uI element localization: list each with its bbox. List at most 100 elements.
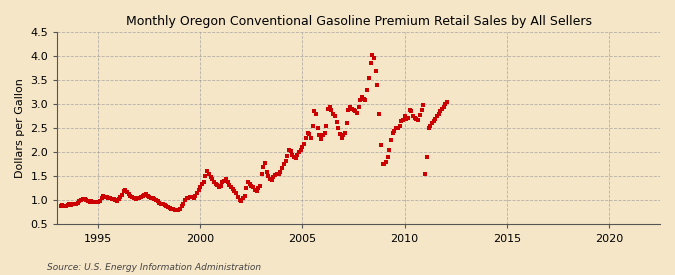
Point	[92, 200, 103, 205]
Point	[433, 112, 444, 116]
Point	[396, 119, 406, 123]
Point	[135, 195, 146, 199]
Point	[363, 75, 374, 80]
Point	[215, 184, 226, 188]
Point	[180, 198, 190, 203]
Point	[331, 120, 342, 125]
Point	[353, 104, 364, 109]
Point	[268, 175, 279, 180]
Point	[384, 148, 395, 152]
Point	[292, 152, 303, 157]
Point	[175, 207, 186, 211]
Point	[186, 194, 197, 199]
Point	[265, 177, 275, 181]
Point	[425, 123, 435, 128]
Point	[59, 204, 70, 208]
Point	[346, 107, 357, 111]
Point	[340, 131, 350, 135]
Point	[385, 138, 396, 142]
Point	[329, 114, 340, 118]
Point	[62, 203, 73, 207]
Point	[125, 194, 136, 198]
Point	[288, 155, 299, 159]
Point	[207, 177, 217, 181]
Point	[101, 195, 112, 199]
Point	[231, 191, 242, 195]
Point	[300, 136, 311, 140]
Point	[91, 200, 102, 205]
Point	[348, 108, 359, 112]
Point	[214, 185, 225, 189]
Point	[278, 162, 289, 166]
Point	[250, 188, 261, 192]
Point	[399, 114, 410, 118]
Point	[219, 179, 230, 183]
Point	[57, 203, 68, 207]
Point	[183, 196, 194, 200]
Point	[111, 199, 122, 203]
Point	[82, 199, 93, 203]
Point	[124, 192, 134, 196]
Point	[241, 186, 252, 191]
Point	[68, 202, 78, 207]
Point	[151, 198, 161, 203]
Point	[244, 181, 255, 186]
Point	[290, 156, 301, 160]
Point	[196, 181, 207, 186]
Point	[413, 117, 424, 122]
Point	[238, 196, 248, 200]
Point	[149, 197, 160, 201]
Point	[232, 194, 243, 199]
Point	[420, 172, 431, 176]
Point	[221, 177, 232, 181]
Point	[408, 114, 418, 118]
Point	[122, 189, 132, 194]
Point	[227, 187, 238, 191]
Point	[198, 180, 209, 184]
Point	[411, 116, 422, 121]
Point	[118, 189, 129, 193]
Point	[168, 207, 179, 211]
Point	[345, 104, 356, 109]
Point	[271, 172, 282, 176]
Point	[410, 116, 421, 120]
Point	[95, 199, 105, 203]
Point	[342, 121, 352, 126]
Point	[103, 195, 114, 200]
Point	[430, 116, 441, 121]
Point	[173, 208, 184, 212]
Point	[267, 178, 277, 182]
Point	[246, 184, 256, 188]
Point	[212, 183, 223, 187]
Point	[418, 103, 429, 107]
Point	[270, 173, 281, 178]
Point	[336, 136, 347, 140]
Point	[387, 131, 398, 135]
Point	[286, 149, 296, 153]
Point	[439, 104, 450, 109]
Point	[367, 53, 378, 57]
Point	[110, 198, 121, 203]
Point	[117, 192, 128, 197]
Point	[153, 199, 163, 204]
Point	[115, 194, 126, 199]
Point	[379, 162, 389, 166]
Point	[350, 109, 360, 114]
Point	[239, 193, 250, 198]
Point	[79, 197, 90, 201]
Point	[171, 208, 182, 212]
Point	[313, 126, 323, 130]
Point	[236, 199, 246, 204]
Point	[166, 207, 177, 211]
Point	[97, 196, 107, 200]
Point	[306, 136, 317, 140]
Point	[127, 194, 138, 199]
Point	[357, 95, 368, 99]
Point	[335, 132, 346, 136]
Point	[146, 195, 157, 200]
Point	[375, 143, 386, 147]
Point	[190, 193, 200, 198]
Point	[248, 185, 259, 189]
Point	[256, 172, 267, 176]
Point	[63, 202, 74, 206]
